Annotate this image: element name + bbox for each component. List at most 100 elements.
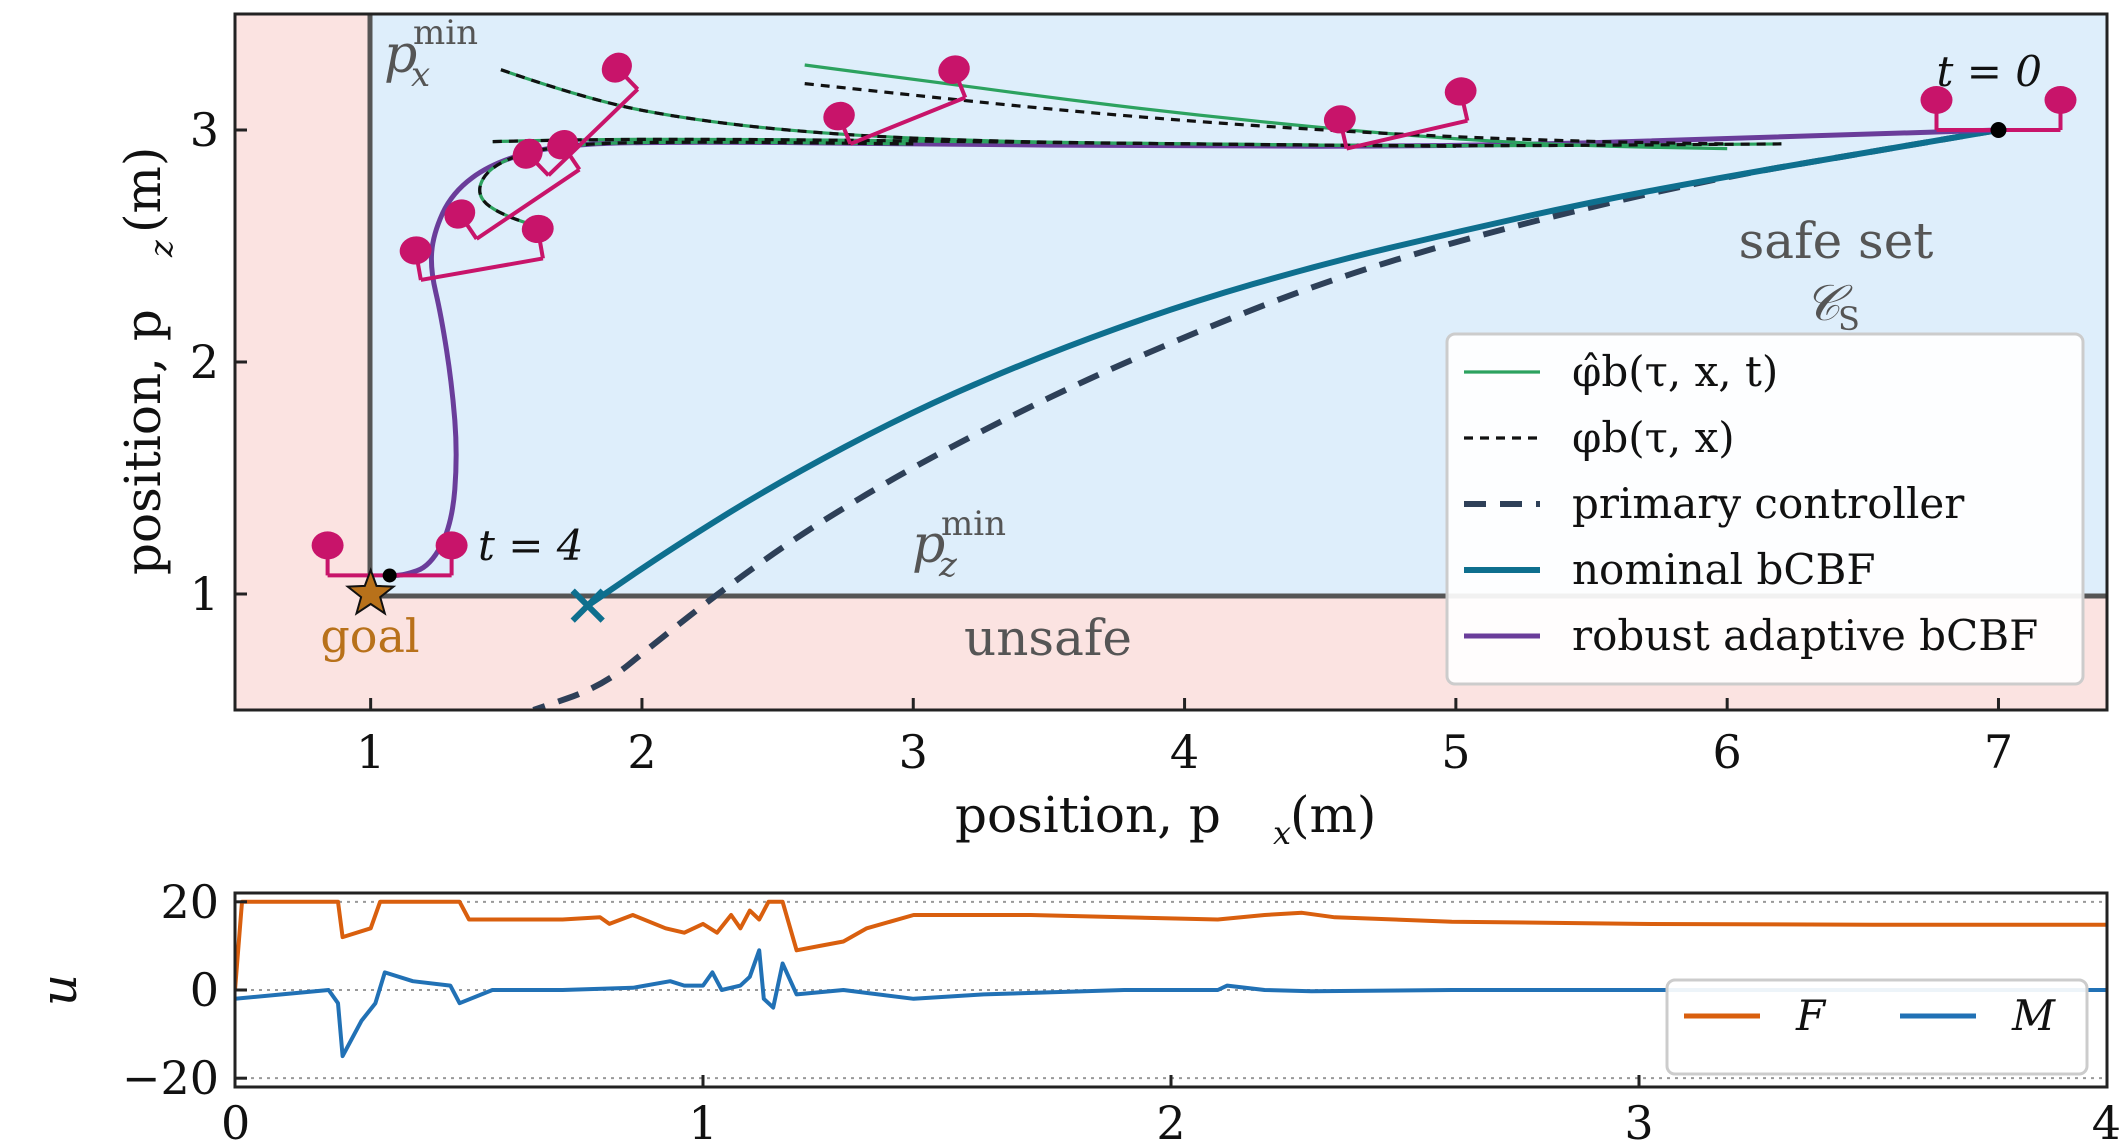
drone-left-rotor	[399, 236, 432, 265]
drone-right-rotor	[601, 52, 632, 83]
drone-4	[444, 130, 582, 241]
drone-right-rotor	[2044, 86, 2077, 114]
series-0-line-2	[492, 137, 1782, 148]
u-y-tick-label: 20	[160, 875, 219, 929]
series-1-line-0	[804, 82, 1728, 146]
x-label-text: position, p	[955, 786, 1221, 844]
x-tick-label: 3	[899, 725, 928, 779]
goal-label: goal	[320, 609, 419, 663]
legend-label-3: nominal bCBF	[1572, 545, 1876, 594]
y-label-sub: z	[142, 239, 180, 258]
drone-arm	[475, 167, 581, 241]
u-x-tick-label: 0	[221, 1096, 250, 1143]
legend-label-0: φ̂b(τ, x, t)	[1572, 347, 1778, 396]
drone-left-rotor	[512, 138, 543, 169]
drone-snapshots	[311, 52, 2077, 578]
y-label-text: position, p	[114, 309, 172, 575]
safe-set-symbol: 𝒞 S	[1804, 274, 1860, 338]
series-3-line-0	[586, 127, 2000, 609]
control-series-F	[235, 899, 2107, 991]
pz-min-symbol: p	[912, 515, 945, 575]
pz-min-annotation: p z min	[912, 504, 1006, 585]
u-y-tick-label: 0	[190, 963, 219, 1017]
series-2-line-0	[532, 127, 2000, 710]
px-min-superscript: min	[413, 13, 478, 53]
pz-min-subscript: z	[938, 545, 958, 585]
x-tick-label: 7	[1984, 725, 2013, 779]
u-legend-label-M: M	[2011, 991, 2056, 1040]
drone-arm	[547, 87, 640, 177]
x-label-sub: x	[1273, 814, 1291, 852]
safe-set-label: safe set	[1739, 212, 1934, 270]
drone-arm	[420, 256, 544, 282]
drone-1	[1323, 77, 1477, 151]
drone-right-rotor	[435, 531, 468, 560]
drone-right-rotor	[547, 130, 579, 160]
control-series-M	[235, 948, 2107, 1059]
drone-2	[823, 55, 970, 146]
t-start-label: t = 0	[1937, 47, 2043, 96]
drone-0	[1920, 86, 2077, 132]
safe-set-symbol-sub: S	[1838, 300, 1860, 338]
px-min-symbol: p	[384, 25, 417, 85]
drone-right-rotor	[938, 55, 970, 84]
px-min-subscript: x	[411, 55, 430, 95]
drone-left-rotor	[1920, 86, 1953, 114]
y-label-unit: (m)	[114, 147, 172, 233]
u-legend-label-F: F	[1795, 991, 1827, 1040]
legend-items: φ̂b(τ, x, t) φb(τ, x) primary controller no…	[1464, 347, 2038, 660]
pz-min-superscript: min	[941, 504, 1006, 544]
drone-3	[512, 52, 640, 177]
top-x-axis-label: position, p x (m)	[955, 786, 1376, 852]
x-tick-label: 1	[356, 725, 385, 779]
series-0-line-0	[804, 63, 1728, 151]
crash-marker	[570, 588, 605, 623]
t-end-label: t = 4	[478, 521, 584, 570]
drone-left-rotor	[823, 101, 855, 131]
u-x-tick-label: 4	[2092, 1096, 2121, 1143]
x-tick-label: 6	[1713, 725, 1742, 779]
u-y-tick-label: −20	[122, 1051, 219, 1105]
drone-5	[399, 214, 554, 282]
legend-frame	[1445, 332, 2085, 686]
drone-left-rotor	[311, 531, 344, 560]
drone-arm	[1346, 118, 1468, 151]
legend-label-4: robust adaptive bCBF	[1572, 611, 2038, 660]
y-tick-label: 3	[190, 103, 219, 157]
trajectory-markers	[345, 122, 2007, 623]
drone-6	[311, 531, 468, 578]
goal-star-marker	[345, 567, 397, 616]
u-x-tick-label: 3	[1624, 1096, 1653, 1143]
px-min-annotation: p x min	[384, 13, 478, 95]
drone-left-rotor	[1323, 105, 1356, 134]
start-marker	[1990, 122, 2007, 138]
x-tick-label: 4	[1170, 725, 1199, 779]
x-tick-label: 2	[627, 725, 656, 779]
x-label-unit: (m)	[1290, 786, 1376, 844]
drone-arm	[849, 95, 967, 146]
y-tick-label: 2	[190, 335, 219, 389]
end-marker	[382, 568, 397, 583]
legend: φ̂b(τ, x, t) φb(τ, x) primary controller no…	[1445, 332, 2085, 686]
u-axis-label: u	[30, 974, 88, 1006]
drone-right-rotor	[521, 214, 554, 243]
u-x-tick-label: 2	[1156, 1096, 1185, 1143]
top-axis-ticks: 1 2 3 4 5 6 7 1 2 3	[190, 103, 2013, 779]
unsafe-label: unsafe	[964, 609, 1132, 667]
u-x-tick-label: 1	[688, 1096, 717, 1143]
drone-right-rotor	[1444, 77, 1477, 106]
drone-left-rotor	[444, 199, 476, 229]
top-y-axis-label: position, p z (m)	[114, 147, 180, 575]
y-tick-label: 1	[190, 567, 219, 621]
x-tick-label: 5	[1441, 725, 1470, 779]
control-series	[235, 899, 2107, 1059]
legend-label-2: primary controller	[1572, 479, 1965, 528]
bottom-legend-frame	[1665, 978, 2089, 1076]
legend-label-1: φb(τ, x)	[1572, 413, 1735, 462]
